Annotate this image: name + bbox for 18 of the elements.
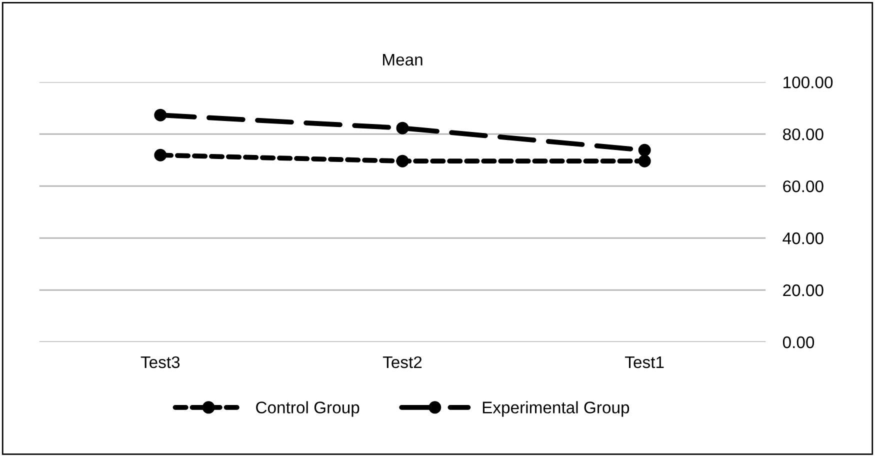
x-tick-label: Test3 [140,356,180,368]
point [638,144,651,156]
legend-label: Experimental Group [482,401,630,417]
x-tick-label: Test2 [382,356,422,368]
y-tick-label: 60.00 [783,180,824,192]
chart-title: Mean [383,54,422,66]
y-tick-label: 40.00 [782,232,824,244]
point [396,154,409,168]
point [154,108,167,122]
x-tick-label: Test1 [625,356,664,368]
point [396,122,409,134]
y-tick-label: 0.00 [782,336,814,348]
point [638,154,651,168]
y-tick-label: 100.00 [784,76,833,88]
point [154,148,167,162]
legend-label: Control Group [256,401,360,417]
y-tick-label: 20.00 [783,284,824,296]
y-tick-label: 80.00 [783,128,824,140]
